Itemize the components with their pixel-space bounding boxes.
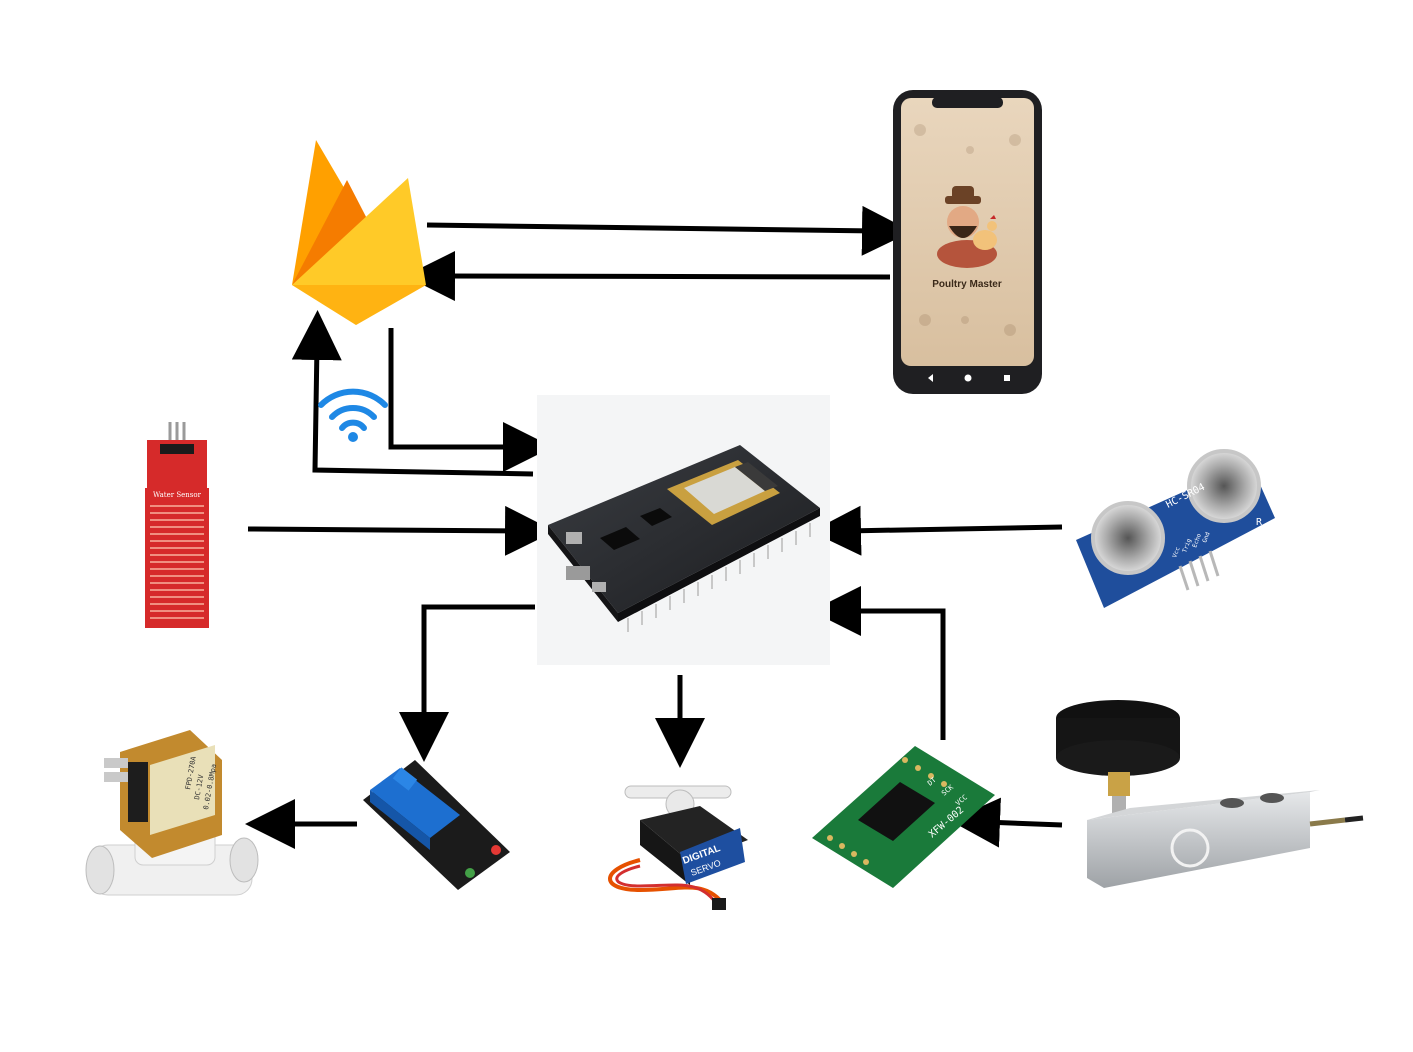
arrow-board-to-firebase [291,310,534,477]
servo-motor-icon: DIGITAL SERVO [608,785,748,910]
arrow-loadcell-to-hx711 [950,797,1063,848]
arrows [245,205,1063,849]
wifi-icon [318,388,388,442]
nodemcu-board-icon [537,395,830,665]
relay-module-icon [363,760,510,890]
ultrasonic-pin-label: Echo [1191,532,1203,548]
app-name: Poultry Master [932,279,1002,290]
water-sensor-label: Water Sensor [153,491,202,499]
ultrasonic-side-label: R [1256,517,1263,528]
firebase-icon [292,140,426,325]
smartphone-icon: Poultry Master [893,90,1042,394]
arrow-ultrasonic-to-board [811,505,1063,556]
water-sensor-icon: Water Sensor [145,422,209,628]
hx711-module-icon: XFW-002 DT SCK VCC [812,746,995,888]
load-cell-icon [1056,700,1364,888]
arrow-firebase-to-board [388,328,553,472]
arrow-water-sensor-to-board [247,505,555,556]
farmer-avatar [937,186,997,268]
ultrasonic-pin-label: Vcc [1171,546,1181,559]
solenoid-valve-icon: FPD-270A DC-12V 0.02-0.8Mpa [85,730,259,896]
ultrasonic-pin-label: Trig [1181,537,1193,553]
arrow-firebase-to-phone [426,205,912,256]
arrow-phone-to-firebase [405,251,891,302]
arrow-board-to-relay [399,604,535,762]
ultrasonic-sensor-icon: HC-SR04 R [1076,449,1275,608]
arrow-hx711-to-board [811,586,946,740]
ultrasonic-pin-label: Gnd [1201,531,1211,544]
